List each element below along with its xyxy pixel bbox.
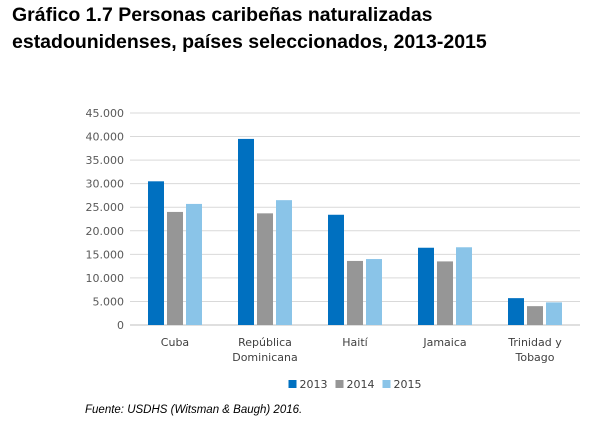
- legend-swatch-2015: [382, 380, 391, 388]
- bar-2015: [546, 302, 562, 325]
- chart-title-line-2: estadounidenses, países seleccionados, 2…: [12, 31, 487, 53]
- y-tick-label: 0: [117, 319, 124, 332]
- legend-label-2014: 2014: [347, 378, 375, 391]
- legend-label-2013: 2013: [300, 378, 328, 391]
- y-tick-label: 25.000: [86, 201, 125, 214]
- y-axis-ticks: 0 5.000 10.000 15.000 20.000 25.000 30.000 35.0…: [86, 107, 125, 332]
- bar-2013: [508, 298, 524, 325]
- bar-2014: [167, 211, 183, 325]
- bar-2015: [276, 200, 292, 325]
- legend: 2013 2014 2015: [288, 378, 422, 391]
- bar-2013: [148, 181, 164, 325]
- bar-2014: [347, 260, 363, 325]
- x-tick-label: Trinidad y Tobago: [507, 336, 562, 364]
- bar-2014: [527, 306, 543, 325]
- y-tick-label: 45.000: [86, 107, 125, 120]
- bars: [148, 138, 562, 325]
- x-tick-label: Haití: [342, 336, 368, 349]
- y-tick-label: 15.000: [86, 248, 125, 261]
- y-tick-label: 40.000: [86, 131, 125, 144]
- y-tick-label: 10.000: [86, 272, 125, 285]
- y-tick-label: 5.000: [93, 295, 125, 308]
- chart-title: Gráfico 1.7 Personas caribeñas naturaliz…: [12, 2, 587, 56]
- legend-swatch-2013: [288, 380, 297, 388]
- chart-title-line-1: Gráfico 1.7 Personas caribeñas naturaliz…: [12, 4, 433, 26]
- bar-2015: [186, 203, 202, 325]
- x-tick-label: Cuba: [161, 336, 189, 349]
- x-axis-ticks: Cuba República Dominicana Haití Jamaica Trini…: [161, 336, 562, 364]
- x-tick-label: Jamaica: [422, 336, 466, 349]
- bar-2013: [418, 247, 434, 325]
- bar-2015: [456, 247, 472, 325]
- bar-2013: [328, 214, 344, 325]
- chart-source-note: Fuente: USDHS (Witsman & Baugh) 2016.: [85, 404, 303, 416]
- bar-2014: [257, 213, 273, 325]
- y-tick-label: 35.000: [86, 154, 125, 167]
- y-tick-label: 30.000: [86, 178, 125, 191]
- bar-2015: [366, 259, 382, 325]
- legend-label-2015: 2015: [394, 378, 422, 391]
- bar-2013: [238, 138, 254, 325]
- bar-2014: [437, 261, 453, 325]
- y-tick-label: 20.000: [86, 225, 125, 238]
- x-tick-label: República Dominicana: [232, 336, 298, 364]
- gridlines: [130, 112, 580, 326]
- legend-swatch-2014: [335, 380, 344, 388]
